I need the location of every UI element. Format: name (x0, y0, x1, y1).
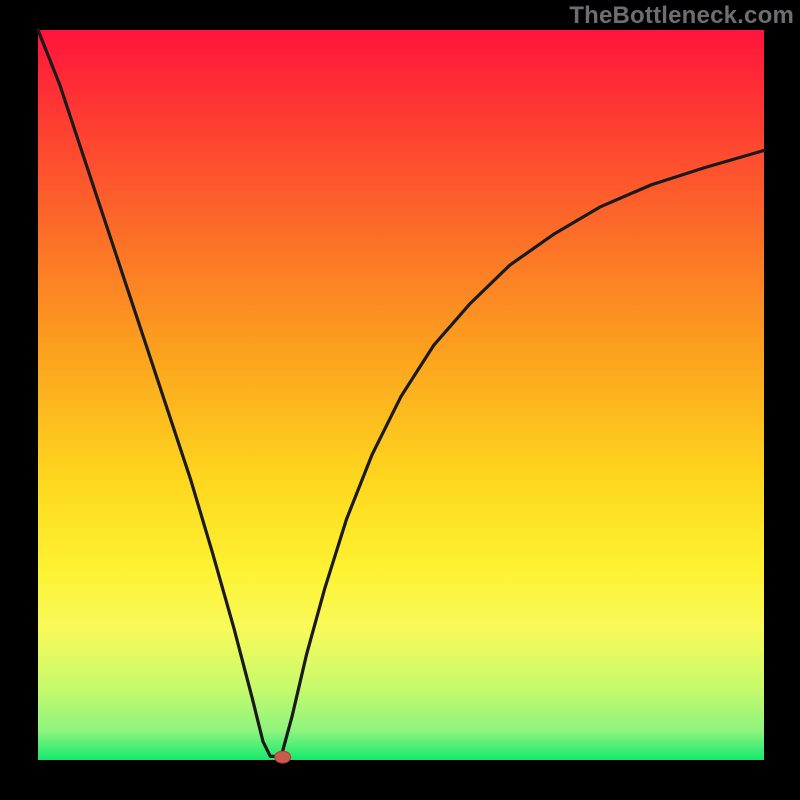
chart-frame: TheBottleneck.com (0, 0, 800, 800)
minimum-marker (275, 751, 291, 763)
chart-svg (38, 30, 764, 760)
watermark-text: TheBottleneck.com (569, 2, 794, 30)
plot-area (38, 30, 764, 760)
